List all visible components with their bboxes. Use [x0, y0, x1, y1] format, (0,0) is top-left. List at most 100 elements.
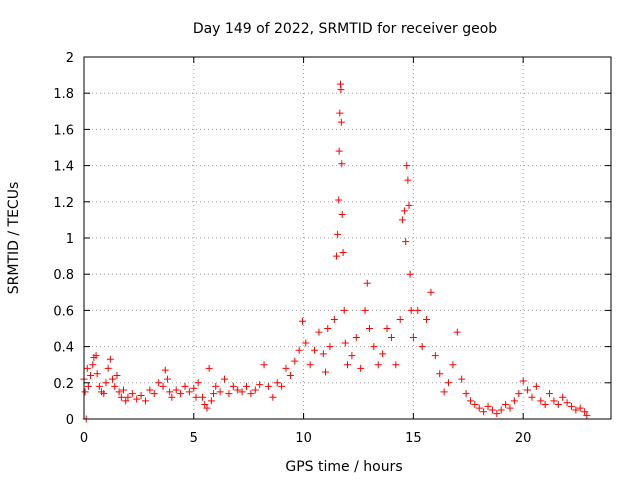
data-point [311, 346, 319, 354]
data-point [409, 334, 417, 342]
data-point [337, 118, 345, 126]
data-point [528, 393, 536, 401]
data-point [177, 390, 185, 398]
data-point [344, 361, 351, 369]
data-point [190, 384, 198, 392]
data-point [466, 397, 474, 405]
data-point [352, 334, 360, 342]
data-point [168, 393, 176, 401]
data-point [225, 390, 233, 398]
data-point [387, 334, 395, 342]
data-point [532, 382, 540, 390]
data-point [242, 382, 250, 390]
x-tick-label: 5 [190, 431, 198, 446]
data-point [87, 372, 95, 380]
data-point [497, 406, 505, 414]
data-point [383, 325, 391, 332]
data-point [124, 393, 132, 401]
data-point [203, 404, 211, 412]
data-point [462, 390, 470, 398]
data-point [212, 382, 220, 390]
data-point [298, 317, 306, 325]
data-point [403, 162, 411, 170]
x-tick-label: 15 [405, 431, 422, 446]
data-point [414, 306, 422, 314]
data-point [201, 401, 209, 409]
data-point [92, 352, 100, 360]
data-point [137, 391, 145, 399]
data-point [581, 408, 589, 416]
data-point [449, 361, 457, 369]
data-point [163, 375, 171, 383]
data-point [338, 160, 346, 168]
data-point [185, 388, 193, 396]
data-point [234, 386, 242, 394]
data-point [406, 270, 414, 278]
data-point [398, 216, 406, 224]
data-point [319, 350, 327, 358]
data-point [404, 176, 412, 184]
data-point [506, 404, 514, 412]
data-point [273, 379, 281, 387]
data-point [106, 355, 114, 363]
data-point [471, 401, 479, 409]
data-point [335, 147, 343, 155]
data-point [339, 248, 347, 256]
data-point [423, 315, 431, 323]
data-point [109, 375, 117, 383]
data-point [379, 350, 387, 358]
data-point [427, 288, 435, 296]
data-point [567, 402, 575, 410]
x-tick-label: 0 [80, 431, 88, 446]
data-point [541, 401, 549, 409]
data-point [392, 361, 400, 369]
data-point [264, 382, 272, 390]
data-point [458, 375, 466, 383]
data-point [363, 279, 371, 287]
data-point [166, 388, 174, 396]
data-point [480, 408, 488, 416]
data-point [583, 411, 591, 419]
data-point [475, 404, 483, 412]
data-point [559, 393, 567, 401]
data-point [205, 364, 213, 372]
data-point [117, 393, 125, 401]
axis-ticks [83, 56, 611, 420]
data-point [172, 386, 180, 394]
chart-title: Day 149 of 2022, SRMTID for receiver geo… [193, 21, 497, 37]
data-point [550, 397, 558, 405]
data-point [510, 397, 518, 405]
y-tick-label: 0.2 [53, 377, 74, 392]
data-point [84, 382, 92, 390]
data-point [576, 404, 584, 412]
data-point [102, 379, 110, 387]
data-point [330, 315, 338, 323]
data-point [128, 390, 136, 398]
data-point [133, 395, 141, 403]
data-point [216, 388, 224, 396]
data-point [453, 328, 461, 336]
data-point [519, 377, 527, 385]
data-point [572, 406, 580, 414]
data-point [334, 230, 342, 238]
data-point [286, 372, 294, 380]
data-point [269, 393, 277, 401]
data-point [337, 86, 345, 94]
y-tick-label: 0.4 [53, 341, 74, 356]
y-tick-label: 0.8 [53, 268, 74, 283]
data-points [80, 80, 591, 423]
data-point [418, 343, 426, 351]
data-point [100, 390, 108, 398]
data-point [122, 397, 130, 405]
data-point [81, 388, 89, 396]
data-point [111, 382, 119, 390]
data-point [440, 388, 448, 396]
data-point [348, 352, 356, 360]
data-point [221, 375, 229, 383]
data-point [194, 379, 202, 387]
y-tick-label: 1.6 [53, 123, 74, 138]
data-point [199, 393, 207, 401]
data-point [324, 325, 332, 332]
data-point [315, 328, 323, 336]
